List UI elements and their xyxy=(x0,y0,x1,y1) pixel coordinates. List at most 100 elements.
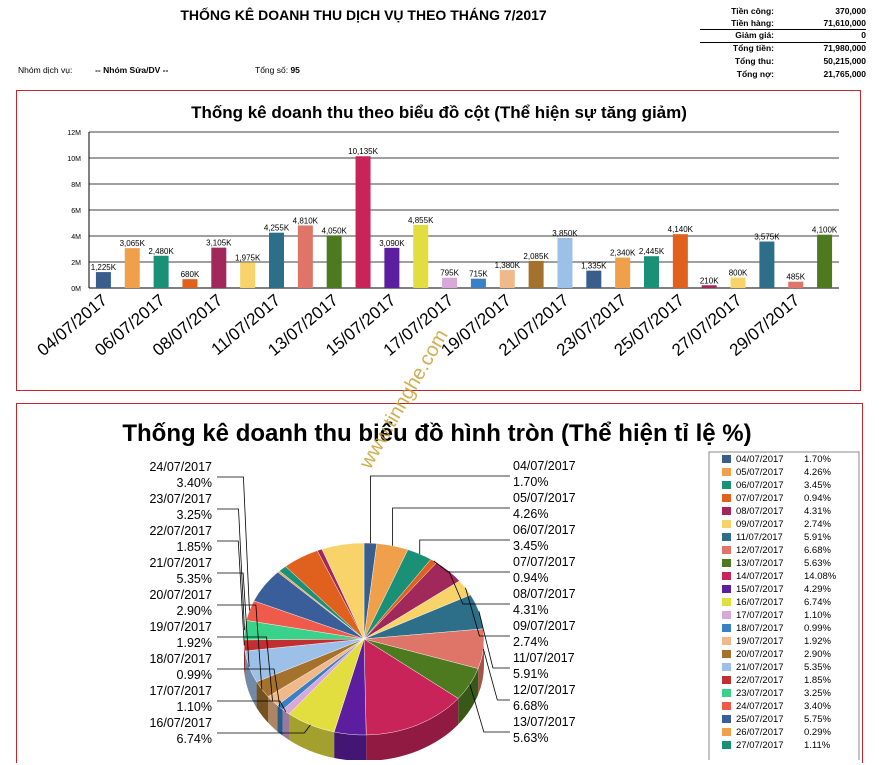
legend-label: 20/07/2017 xyxy=(736,649,784,660)
legend-label: 04/07/2017 xyxy=(736,454,784,465)
legend-percent: 4.26% xyxy=(804,467,831,478)
legend-percent: 1.85% xyxy=(804,675,831,686)
bar xyxy=(240,262,255,288)
bar-value-label: 10,135K xyxy=(348,147,378,156)
pie-callout-label: 16/07/2017 xyxy=(149,716,212,730)
summary-value: 0 xyxy=(861,30,866,40)
bar-value-label: 2,340K xyxy=(610,249,636,258)
legend-swatch xyxy=(722,637,731,645)
bar xyxy=(211,248,226,288)
service-group-value[interactable]: -- Nhóm Sửa/DV -- xyxy=(95,65,168,75)
pie-callout-label: 08/07/2017 xyxy=(513,587,576,601)
legend-swatch xyxy=(722,689,731,697)
legend-label: 12/07/2017 xyxy=(736,545,784,556)
legend-label: 17/07/2017 xyxy=(736,610,784,621)
summary-value: 370,000 xyxy=(835,6,866,16)
bar xyxy=(644,256,659,288)
legend-label: 06/07/2017 xyxy=(736,480,784,491)
pie-callout-label: 22/07/2017 xyxy=(149,524,212,538)
pie-callout-percent: 2.74% xyxy=(513,635,548,649)
total-count: Tổng số: 95 xyxy=(255,65,300,75)
bar-value-label: 2,085K xyxy=(523,252,549,261)
legend-swatch xyxy=(722,611,731,619)
bar-chart: Thống kê doanh thu theo biểu đồ cột (Thể… xyxy=(17,91,860,390)
bar-value-label: 4,050K xyxy=(322,226,348,235)
pie-leader-line xyxy=(434,561,510,572)
pie-callout-percent: 3.45% xyxy=(513,539,548,553)
bar-value-label: 210K xyxy=(700,276,719,285)
summary-label: Giảm giá: xyxy=(735,30,774,40)
service-group-label: Nhóm dịch vụ: xyxy=(18,65,72,75)
bar-value-label: 2,445K xyxy=(639,247,665,256)
legend-swatch xyxy=(722,650,731,658)
bar xyxy=(500,270,515,288)
pie-callout-label: 18/07/2017 xyxy=(149,652,212,666)
bar-value-label: 4,810K xyxy=(293,216,319,225)
bar xyxy=(759,242,774,288)
bar xyxy=(96,272,111,288)
bar-value-label: 4,140K xyxy=(668,225,694,234)
legend-percent: 2.74% xyxy=(804,519,831,530)
legend-label: 22/07/2017 xyxy=(736,675,784,686)
legend-swatch xyxy=(722,715,731,723)
summary-value: 71,980,000 xyxy=(823,43,866,53)
pie-callout-label: 09/07/2017 xyxy=(513,619,576,633)
pie-slice-side xyxy=(277,705,282,735)
legend-percent: 3.40% xyxy=(804,701,831,712)
legend-swatch xyxy=(722,520,731,528)
pie-callout-percent: 4.26% xyxy=(513,507,548,521)
summary-row: Tổng nợ:21,765,000 xyxy=(700,69,866,79)
pie-chart-title: Thống kê doanh thu biểu đồ hình tròn (Th… xyxy=(122,420,751,447)
pie-callout-percent: 5.63% xyxy=(513,731,548,745)
pie-callout-label: 07/07/2017 xyxy=(513,555,576,569)
legend-percent: 4.31% xyxy=(804,506,831,517)
legend-swatch xyxy=(722,468,731,476)
pie-callout-label: 23/07/2017 xyxy=(149,492,212,506)
bar-value-label: 4,100K xyxy=(812,226,838,235)
bar xyxy=(269,233,284,288)
bar-chart-title: Thống kê doanh thu theo biểu đồ cột (Thể… xyxy=(191,103,687,122)
legend-percent: 5.35% xyxy=(804,662,831,673)
bar-value-label: 715K xyxy=(469,270,488,279)
bar-value-label: 3,850K xyxy=(552,229,578,238)
pie-callout-percent: 1.70% xyxy=(513,475,548,489)
pie-chart: Thống kê doanh thu biểu đồ hình tròn (Th… xyxy=(17,404,862,760)
legend-swatch xyxy=(722,572,731,580)
legend-label: 23/07/2017 xyxy=(736,688,784,699)
pie-callout-percent: 3.25% xyxy=(177,508,212,522)
bar-value-label: 485K xyxy=(786,273,805,282)
legend-swatch xyxy=(722,702,731,710)
pie-leader-line xyxy=(420,540,510,554)
legend-swatch xyxy=(722,663,731,671)
bar-value-label: 3,065K xyxy=(120,239,146,248)
bar xyxy=(788,282,803,288)
pie-chart-panel: Thống kê doanh thu biểu đồ hình tròn (Th… xyxy=(16,403,863,763)
legend-label: 08/07/2017 xyxy=(736,506,784,517)
bar xyxy=(125,248,140,288)
legend-percent: 6.68% xyxy=(804,545,831,556)
legend-swatch xyxy=(722,455,731,463)
legend-label: 09/07/2017 xyxy=(736,519,784,530)
bar-value-label: 2,480K xyxy=(148,247,174,256)
pie-callout-percent: 1.10% xyxy=(177,700,212,714)
bar-value-label: 800K xyxy=(729,269,748,278)
bar-value-label: 3,090K xyxy=(379,239,405,248)
legend-label: 19/07/2017 xyxy=(736,636,784,647)
legend-percent: 1.11% xyxy=(804,740,831,751)
summary-label: Tiền công: xyxy=(731,6,774,16)
bar-value-label: 3,105K xyxy=(206,239,232,248)
y-tick-label: 4M xyxy=(71,234,81,241)
legend-label: 24/07/2017 xyxy=(736,701,784,712)
pie-callout-label: 04/07/2017 xyxy=(513,459,576,473)
y-tick-label: 2M xyxy=(71,260,81,267)
bar-value-label: 4,255K xyxy=(264,224,290,233)
legend-percent: 5.91% xyxy=(804,532,831,543)
legend-label: 14/07/2017 xyxy=(736,571,784,582)
pie-callout-percent: 4.31% xyxy=(513,603,548,617)
bar-value-label: 4,855K xyxy=(408,216,434,225)
legend-swatch xyxy=(722,494,731,502)
bar xyxy=(471,279,486,288)
legend-percent: 1.10% xyxy=(804,610,831,621)
bar-value-label: 680K xyxy=(181,270,200,279)
